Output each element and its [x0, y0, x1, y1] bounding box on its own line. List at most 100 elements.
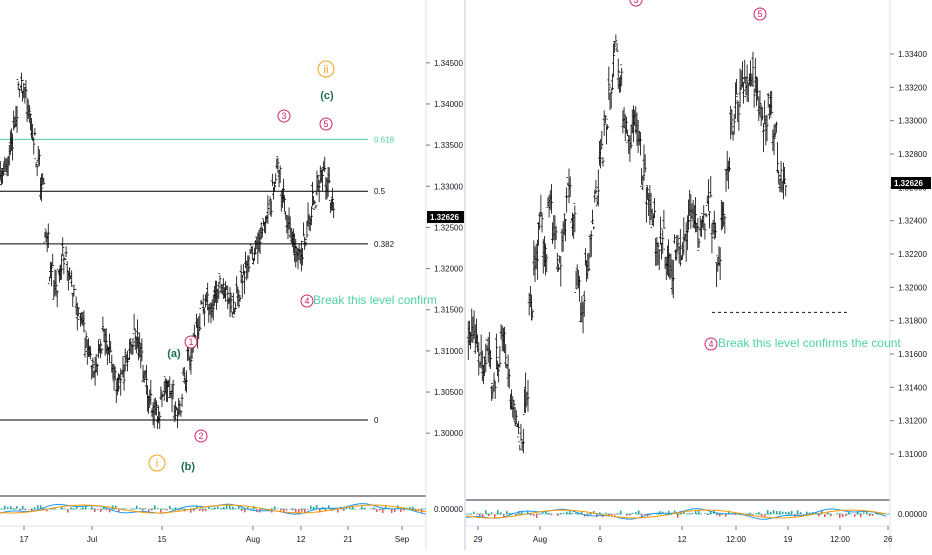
histogram-bar: [506, 511, 508, 514]
histogram-bar: [542, 512, 544, 514]
right-chart-panel[interactable]: 1.334001.332001.330001.328001.326001.324…: [466, 0, 932, 550]
wave-label-text: (a): [167, 348, 181, 360]
ohlc-bar: [203, 307, 206, 326]
histogram-bar: [704, 513, 706, 514]
histogram-bar: [100, 509, 102, 512]
wave-label-text: ii: [324, 64, 329, 76]
fib-level-label: 0.618: [374, 135, 395, 144]
wave-label-text: i: [156, 458, 158, 470]
wave-label-text: 3: [281, 111, 286, 121]
histogram-bar: [695, 511, 697, 514]
ohlc-bar: [33, 128, 36, 136]
histogram-bar: [301, 509, 303, 512]
y-tick-label: 1.31800: [898, 317, 927, 326]
ohlc-bar: [519, 424, 522, 441]
ohlc-bar: [61, 237, 64, 256]
histogram-bar: [97, 509, 99, 510]
wave-label: 3: [630, 0, 642, 6]
wave-label: 3: [278, 110, 290, 122]
histogram-bar: [22, 506, 24, 509]
histogram-bar: [298, 509, 300, 513]
histogram-bar: [644, 514, 646, 515]
histogram-bar: [226, 505, 228, 509]
histogram-bar: [569, 511, 571, 514]
y-tick-label: 1.33000: [434, 182, 463, 191]
y-tick-label: 1.30500: [434, 388, 463, 397]
histogram-bar: [797, 510, 799, 514]
wave-label: 1: [185, 336, 197, 348]
histogram-bar: [767, 510, 769, 514]
y-tick-label: 1.32800: [898, 150, 927, 159]
y-tick-label: 1.33000: [898, 117, 927, 126]
histogram-bar: [382, 509, 384, 513]
wave-label: 2: [195, 430, 207, 442]
ohlc-bar: [708, 211, 711, 228]
x-tick-label: 21: [344, 535, 353, 544]
histogram-bar: [400, 509, 402, 512]
ohlc-bar: [314, 205, 317, 208]
x-tick-label: 29: [474, 535, 483, 544]
ohlc-bar: [594, 180, 597, 194]
histogram-bar: [632, 513, 634, 514]
histogram-bar: [154, 505, 156, 509]
y-tick-label: 1.31200: [898, 417, 927, 426]
y-tick-label: 1.32200: [898, 250, 927, 259]
x-tick-label: 12: [678, 535, 687, 544]
ohlc-bar: [616, 43, 619, 52]
histogram-bar: [572, 513, 574, 514]
y-tick-label: 1.31400: [898, 383, 927, 392]
histogram-bar: [157, 508, 159, 509]
histogram-bar: [28, 509, 30, 510]
wave-label-text: 3: [633, 0, 638, 5]
histogram-bar: [698, 511, 700, 514]
histogram-bar: [361, 506, 363, 509]
y-tick-label: 1.31500: [434, 306, 463, 315]
wave-label: 5: [754, 8, 766, 20]
right-chart-svg[interactable]: 1.334001.332001.330001.328001.326001.324…: [466, 0, 932, 550]
oscillator-tick-label: 0.00000: [434, 505, 463, 514]
x-tick-label: 19: [784, 535, 793, 544]
fib-level-label: 0.382: [374, 240, 395, 249]
y-tick-label: 1.33400: [898, 50, 927, 59]
histogram-bar: [863, 513, 865, 514]
wave-label-text: (b): [181, 461, 195, 473]
x-tick-label: Aug: [533, 535, 547, 544]
y-tick-label: 1.30000: [434, 429, 463, 438]
ohlc-bar: [20, 73, 23, 92]
wave-label: (a): [167, 348, 181, 360]
oscillator-tick-label: 0.00000: [898, 510, 927, 519]
x-tick-label: 12:00: [830, 535, 851, 544]
histogram-bar: [614, 514, 616, 516]
histogram-bar: [779, 511, 781, 514]
histogram-bar: [136, 506, 138, 509]
wave-label-text: 4: [708, 339, 713, 349]
wave-label: i: [149, 455, 165, 471]
ohlc-bar: [592, 224, 595, 230]
histogram-bar: [169, 506, 171, 509]
x-tick-label: Sep: [395, 535, 410, 544]
histogram-bar: [217, 506, 219, 509]
ohlc-bar: [271, 174, 274, 186]
ohlc-bar: [709, 176, 712, 198]
annotation-text: Break this level confirm: [313, 293, 437, 307]
histogram-bar: [76, 507, 78, 509]
y-tick-label: 1.34000: [434, 100, 463, 109]
histogram-bar: [473, 512, 475, 514]
histogram-bar: [16, 506, 18, 509]
wave-label: 4: [301, 295, 313, 307]
histogram-bar: [824, 514, 826, 517]
histogram-bar: [782, 512, 784, 514]
x-tick-label: 6: [598, 535, 603, 544]
ohlc-bar: [762, 123, 765, 152]
left-chart-svg[interactable]: 1.345001.340001.335001.330001.325001.320…: [0, 0, 465, 550]
histogram-bar: [842, 514, 844, 517]
ohlc-bar: [707, 179, 710, 211]
histogram-bar: [229, 506, 231, 509]
price-tag-label: 1.32626: [894, 179, 923, 188]
histogram-bar: [563, 513, 565, 514]
x-tick-label: Jul: [87, 535, 97, 544]
histogram-bar: [773, 510, 775, 514]
y-tick-label: 1.33200: [898, 83, 927, 92]
histogram-bar: [638, 510, 640, 514]
